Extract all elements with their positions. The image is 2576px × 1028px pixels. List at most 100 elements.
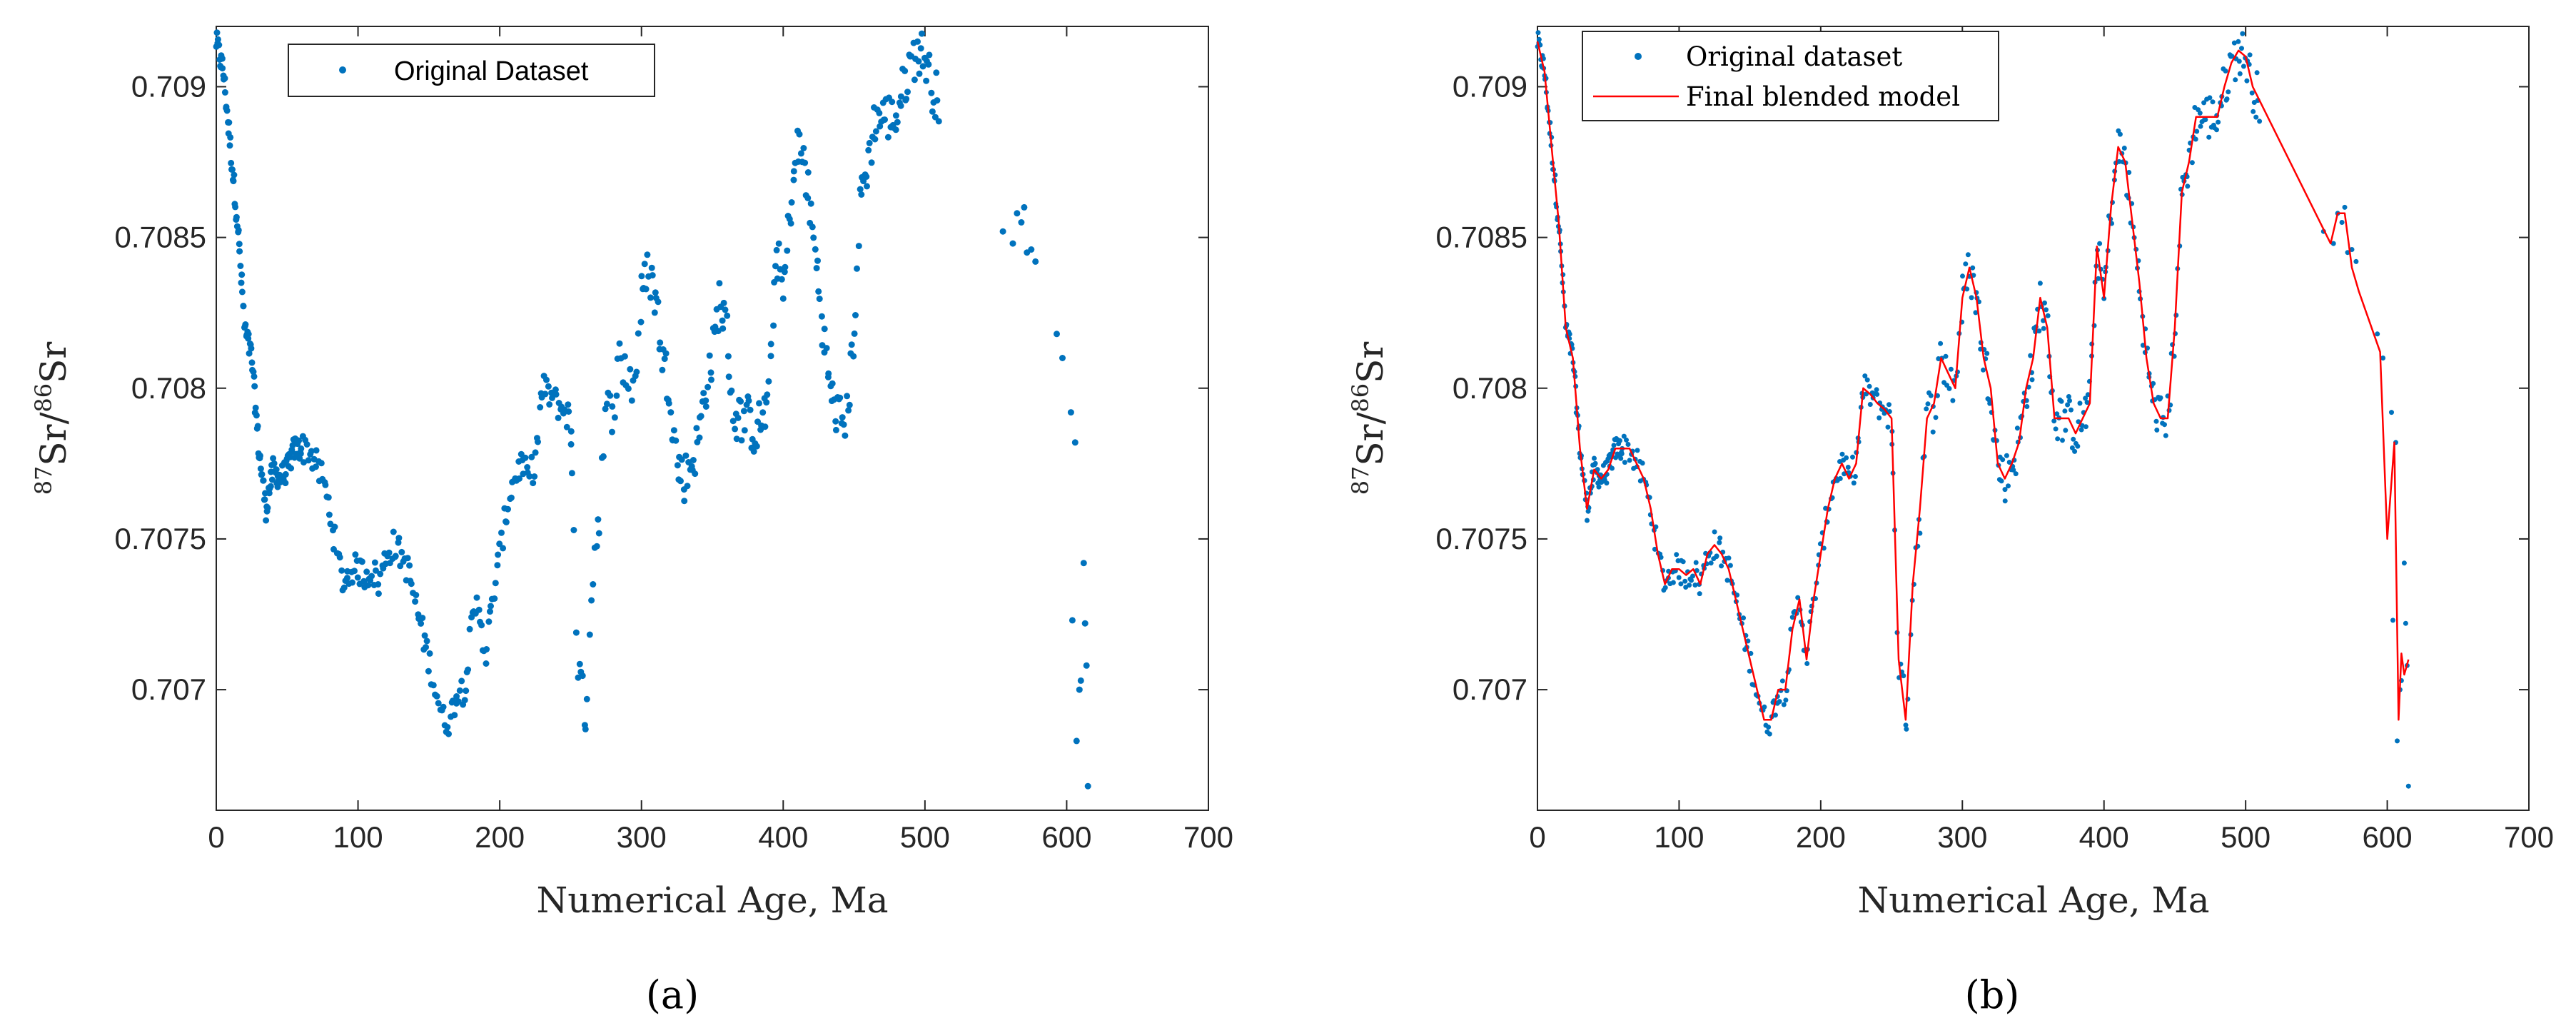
data-point [1081,620,1089,627]
data-point [2116,158,2122,164]
data-point [2193,136,2198,142]
data-point [2198,124,2203,129]
data-point [652,289,659,296]
data-point [1067,409,1074,416]
data-point [2158,395,2163,400]
data-point [555,414,562,421]
y-tick-label: 0.708 [1453,371,1527,405]
data-point [532,449,539,456]
data-point [318,460,325,467]
data-point [1604,480,1610,486]
data-point [425,667,432,675]
data-point [237,263,244,269]
y-tick-label: 0.709 [131,69,206,103]
data-point [1999,478,2004,484]
data-point [535,438,541,445]
data-point [363,568,370,575]
data-point [809,223,816,231]
data-point [765,378,772,385]
data-point [552,386,559,393]
x-tick-label: 700 [2504,820,2554,854]
data-point [545,383,552,390]
data-point [242,321,249,328]
final-blended-model-line [1536,41,2410,721]
data-point [2229,54,2235,59]
legend-a: Original Dataset [288,44,655,97]
x-axis-ticks-b: 0 100 200 300 400 500 600 700 [1529,26,2554,854]
data-point [1867,383,1872,389]
data-point [813,265,820,272]
x-tick-label: 700 [1183,820,1233,854]
data-point [914,38,921,45]
data-point [810,234,817,241]
data-point [1777,699,1782,705]
data-point [1762,704,1767,710]
data-point [1938,341,1944,346]
data-point [2189,160,2195,166]
data-point [1867,402,1873,407]
panel-b: 0 100 200 300 400 500 600 700 0.7070.70750.7080… [1347,26,2554,1017]
data-point [1084,782,1091,790]
data-point [2054,411,2060,417]
data-point [565,401,572,408]
data-point [267,483,274,490]
data-point [453,693,460,700]
data-point [1021,203,1028,211]
data-point [804,169,812,176]
data-point [627,366,634,373]
data-point [737,398,744,405]
data-point [588,597,595,604]
x-axis-label-b: Numerical Age, Ma [1857,880,2209,921]
data-point [526,473,533,480]
y-tick-label: 0.7085 [1436,221,1527,254]
data-point [228,159,235,166]
data-point [2041,326,2046,331]
data-point [745,397,752,404]
data-point [854,265,860,272]
data-point [238,288,246,296]
data-point [651,309,658,316]
data-point [1901,673,1906,679]
data-point [784,247,791,254]
data-point [1724,578,1730,583]
data-point [935,118,942,125]
data-point [1622,460,1627,465]
data-point [1984,351,1990,356]
data-point [929,108,936,115]
data-point [851,330,858,337]
data-point [253,412,260,419]
data-point [621,353,628,360]
data-point [1617,438,1622,443]
data-point [1083,662,1090,669]
data-point [609,428,615,435]
data-point [248,345,255,352]
data-point [308,448,315,455]
data-point [763,399,770,406]
data-point [1595,467,1600,473]
data-point [483,646,490,652]
data-point [213,29,221,36]
data-point [252,404,259,411]
x-tick-label: 300 [1937,820,1987,854]
data-point [395,535,403,542]
data-point [2201,100,2207,106]
data-point [505,505,511,513]
data-point [354,574,361,581]
data-point [865,146,872,153]
data-point [250,368,257,376]
data-point [2210,99,2216,105]
y-tick-label: 0.707 [131,672,206,706]
data-point [1864,377,1870,383]
data-point [390,528,397,535]
data-point [697,413,704,420]
data-point [2203,117,2208,123]
data-point [603,400,610,408]
data-point [1987,400,1993,406]
data-point [235,226,242,233]
data-point [844,393,851,400]
data-point [682,452,690,459]
data-point [2083,395,2088,401]
data-point [297,450,304,458]
data-point [2233,77,2238,83]
data-point [926,51,933,59]
